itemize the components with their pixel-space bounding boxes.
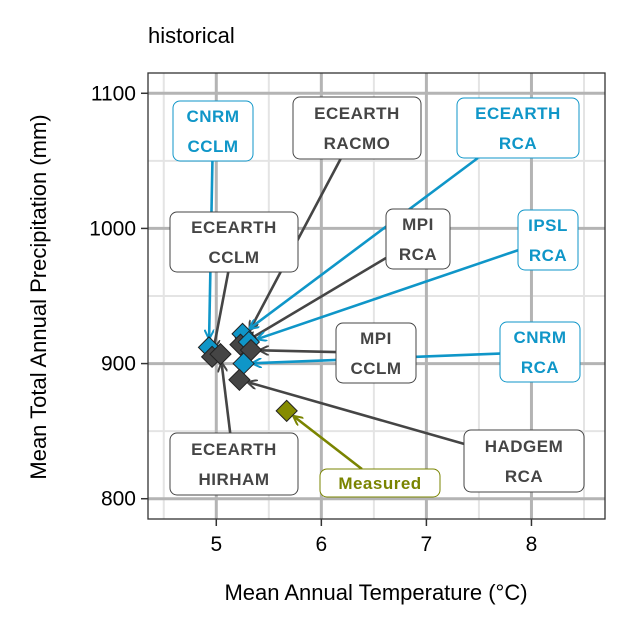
y-tick-label: 1100 bbox=[91, 82, 136, 105]
axis-ticks bbox=[141, 92, 533, 526]
label-box-cnrm-cclm bbox=[172, 100, 254, 162]
point-ecearth-hirham bbox=[209, 342, 232, 366]
x-tick-label: 5 bbox=[210, 533, 222, 556]
label-text-cnrm-cclm: CNRM bbox=[187, 107, 240, 126]
label-text-ecearth-racmo: ECEARTH bbox=[314, 104, 400, 123]
y-tick-label: 1000 bbox=[89, 217, 136, 240]
label-text-cnrm-rca: RCA bbox=[521, 358, 559, 377]
label-text-cnrm-rca: CNRM bbox=[514, 328, 567, 347]
x-tick-label: 7 bbox=[421, 533, 433, 556]
label-text-ipsl-rca: IPSL bbox=[528, 216, 568, 235]
label-box-ecearth-hirham bbox=[169, 432, 299, 496]
arrow-ecearth-rca bbox=[250, 156, 479, 328]
chart-subtitle: historical bbox=[148, 23, 235, 48]
label-box-ipsl-rca bbox=[517, 209, 579, 271]
arrow-mpi-cclm bbox=[260, 350, 337, 352]
x-axis-title: Mean Annual Temperature (°C) bbox=[224, 580, 527, 605]
label-text-mpi-rca: RCA bbox=[399, 245, 437, 264]
y-tick-labels: 800 900 1000 1100 bbox=[89, 82, 136, 510]
label-text-mpi-cclm: CCLM bbox=[350, 359, 401, 378]
arrow-hadgem-rca bbox=[248, 382, 465, 446]
label-text-ecearth-hirham: HIRHAM bbox=[199, 470, 270, 489]
arrow-ecearth-cclm bbox=[214, 271, 230, 348]
annotation-arrows bbox=[209, 156, 519, 471]
label-text-ecearth-rca: ECEARTH bbox=[475, 104, 561, 123]
y-tick-label: 900 bbox=[101, 353, 136, 376]
label-box-measured bbox=[319, 468, 441, 498]
arrow-measured bbox=[294, 416, 363, 471]
label-text-mpi-rca: MPI bbox=[402, 215, 434, 234]
label-text-hadgem-rca: RCA bbox=[505, 467, 543, 486]
label-box-hadgem-rca bbox=[463, 429, 585, 493]
arrow-ecearth-hirham bbox=[222, 363, 232, 434]
label-text-measured: Measured bbox=[338, 474, 421, 493]
label-text-ecearth-cclm: CCLM bbox=[208, 248, 259, 267]
label-box-ecearth-cclm bbox=[169, 211, 299, 273]
label-text-mpi-cclm: MPI bbox=[360, 329, 392, 348]
label-box-ecearth-racmo bbox=[292, 96, 422, 160]
label-box-mpi-cclm bbox=[335, 322, 417, 384]
x-tick-label: 6 bbox=[316, 533, 328, 556]
label-box-cnrm-rca bbox=[499, 321, 581, 383]
y-axis-title: Mean Total Annual Precipitation (mm) bbox=[26, 114, 51, 479]
label-text-ecearth-cclm: ECEARTH bbox=[191, 218, 277, 237]
point-hadgem-rca bbox=[228, 368, 251, 392]
arrow-mpi-rca bbox=[248, 256, 387, 340]
x-tick-labels: 5 6 7 8 bbox=[210, 533, 537, 556]
point-measured bbox=[275, 399, 298, 423]
label-text-ecearth-racmo: RACMO bbox=[324, 134, 391, 153]
label-text-cnrm-cclm: CCLM bbox=[187, 137, 238, 156]
y-tick-label: 800 bbox=[101, 488, 136, 511]
plot-panel-border bbox=[147, 72, 606, 520]
label-text-hadgem-rca: HADGEM bbox=[485, 437, 564, 456]
arrow-ipsl-rca bbox=[257, 248, 519, 339]
data-points bbox=[197, 322, 298, 423]
annotation-labels: CNRM CCLM ECEARTH RACMO ECEARTH RCA ECEARTH CCL… bbox=[169, 96, 585, 498]
label-box-ecearth-rca bbox=[456, 97, 580, 159]
label-text-ecearth-hirham: ECEARTH bbox=[191, 440, 277, 459]
x-tick-label: 8 bbox=[526, 533, 538, 556]
label-box-mpi-rca bbox=[385, 208, 451, 270]
label-text-ecearth-rca: RCA bbox=[499, 134, 537, 153]
label-text-ipsl-rca: RCA bbox=[529, 246, 567, 265]
